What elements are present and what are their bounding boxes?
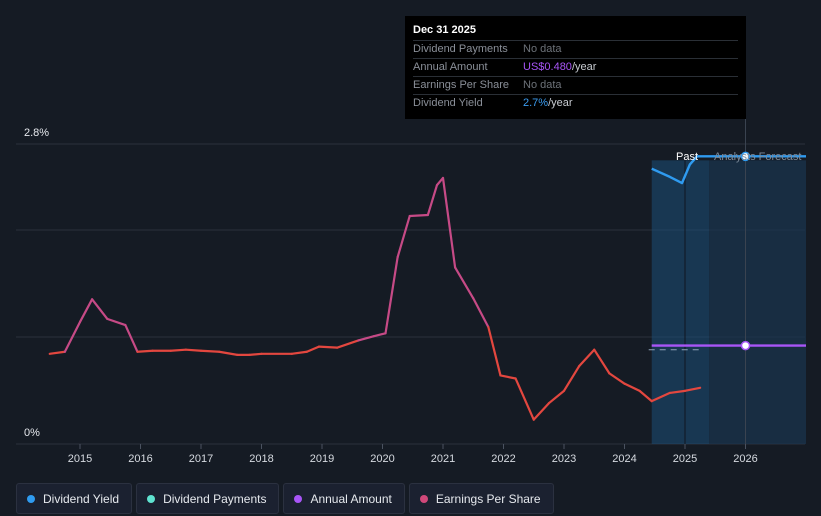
eps-line-segment [218, 350, 239, 356]
legend-label: Earnings Per Share [435, 491, 541, 506]
eps-line-segment [562, 365, 581, 392]
tooltip-row: Dividend Payments No data [413, 40, 738, 58]
legend-label: Annual Amount [310, 491, 392, 506]
dividend-yield-marker [740, 151, 751, 162]
x-tick-label: 2020 [370, 453, 394, 465]
eps-line-segment [623, 382, 641, 392]
eps-line-segment [184, 348, 203, 352]
y-axis: 2.8% 0% [24, 127, 49, 439]
eps-line-segment [578, 348, 596, 368]
eps-line-segment [357, 335, 375, 342]
legend-dot-icon [294, 494, 303, 503]
legend-dot-icon [147, 494, 156, 503]
x-tick-label: 2018 [249, 453, 273, 465]
eps-line-segment [106, 317, 127, 327]
x-tick-label: 2017 [189, 453, 213, 465]
eps-line-segment [290, 350, 308, 355]
series-lines [48, 155, 806, 421]
eps-line-segment [317, 345, 339, 349]
eps-line-segment [487, 325, 502, 377]
tooltip-row: Earnings Per Share No data [413, 76, 738, 94]
eps-line-segment [78, 298, 94, 324]
legend-label: Dividend Yield [43, 491, 120, 506]
tooltip-row-label: Dividend Payments [413, 43, 508, 55]
tooltip-row-label: Annual Amount [413, 61, 488, 73]
eps-line-segment [454, 266, 475, 300]
legend-item[interactable]: Dividend Payments [136, 483, 280, 514]
legend-item[interactable]: Earnings Per Share [408, 483, 554, 514]
eps-line-segment [384, 256, 399, 335]
legend-label: Dividend Payments [163, 491, 267, 506]
eps-line-segment [441, 176, 457, 269]
eps-line-segment [63, 320, 82, 353]
x-tick-label: 2022 [491, 453, 515, 465]
eps-line-segment [472, 297, 490, 329]
tooltip-row-label: Earnings Per Share [413, 79, 509, 91]
tooltip-row-value: No data [523, 79, 562, 91]
x-tick-label: 2019 [310, 453, 334, 465]
eps-line-segment [638, 389, 653, 403]
tooltip-row-label: Dividend Yield [413, 97, 483, 109]
tooltip-row-unit: /year [548, 97, 573, 109]
eps-line-segment [199, 349, 221, 353]
x-tick-label: 2026 [733, 453, 757, 465]
tooltip-row-value: 2.7% [523, 97, 549, 109]
legend: Dividend Yield Dividend Payments Annual Am… [16, 483, 554, 514]
legend-dot-icon [27, 494, 35, 503]
annual-amount-marker [740, 340, 751, 351]
forecast-regions [651, 160, 806, 445]
x-tick-label: 2024 [612, 453, 636, 465]
eps-line-segment [668, 389, 687, 395]
eps-line-segment [124, 323, 139, 353]
eps-line-segment [408, 213, 429, 218]
tooltip-row-unit: /year [571, 61, 597, 73]
x-tick-label: 2021 [431, 453, 455, 465]
legend-item[interactable]: Dividend Yield [16, 483, 133, 514]
eps-line-segment [547, 389, 566, 405]
eps-line-segment [305, 345, 321, 353]
tooltip-row: Annual Amount US$0.480/year [413, 58, 738, 76]
eps-line-segment [514, 377, 535, 421]
forecast-label: Analysts Forecast [714, 151, 801, 163]
eps-line-segment [435, 176, 445, 187]
eps-line-segment [169, 348, 187, 352]
y-tick-label: 2.8% [24, 127, 49, 139]
eps-line-segment [396, 214, 411, 259]
eps-line-segment [248, 352, 263, 356]
eps-line-segment [650, 391, 671, 403]
x-tick-label: 2016 [128, 453, 152, 465]
eps-line-segment [336, 339, 360, 349]
past-label: Past [676, 151, 698, 163]
tooltip-row-value: No data [523, 43, 562, 55]
eps-line-segment [593, 348, 611, 375]
eps-line-segment [608, 372, 626, 385]
eps-line-segment [532, 402, 550, 421]
eps-line-segment [90, 298, 109, 320]
eps-line-segment [499, 374, 517, 380]
x-tick-label: 2025 [673, 453, 697, 465]
eps-line-segment [683, 386, 702, 392]
eps-line-segment [372, 332, 387, 338]
past-region [651, 160, 710, 445]
legend-dot-icon [419, 494, 428, 503]
tooltip-date: Dec 31 2025 [413, 24, 476, 36]
tooltip-row-value: US$0.480 [523, 61, 572, 73]
x-tick-label: 2023 [552, 453, 576, 465]
x-tick-label: 2015 [68, 453, 92, 465]
tooltip-row: Dividend Yield 2.7%/year [413, 94, 738, 112]
forecast-region [709, 160, 806, 445]
tooltip: Dec 31 2025 Dividend Payments No data Annu… [405, 16, 746, 119]
eps-line-segment [426, 184, 439, 217]
x-axis: 2015 2016 2017 2018 2019 2020 2021 2022 2023 2024… [68, 444, 758, 465]
legend-item[interactable]: Annual Amount [283, 483, 405, 514]
eps-line-segment [48, 350, 66, 355]
eps-line-segment [136, 349, 154, 353]
y-tick-label: 0% [24, 427, 40, 439]
